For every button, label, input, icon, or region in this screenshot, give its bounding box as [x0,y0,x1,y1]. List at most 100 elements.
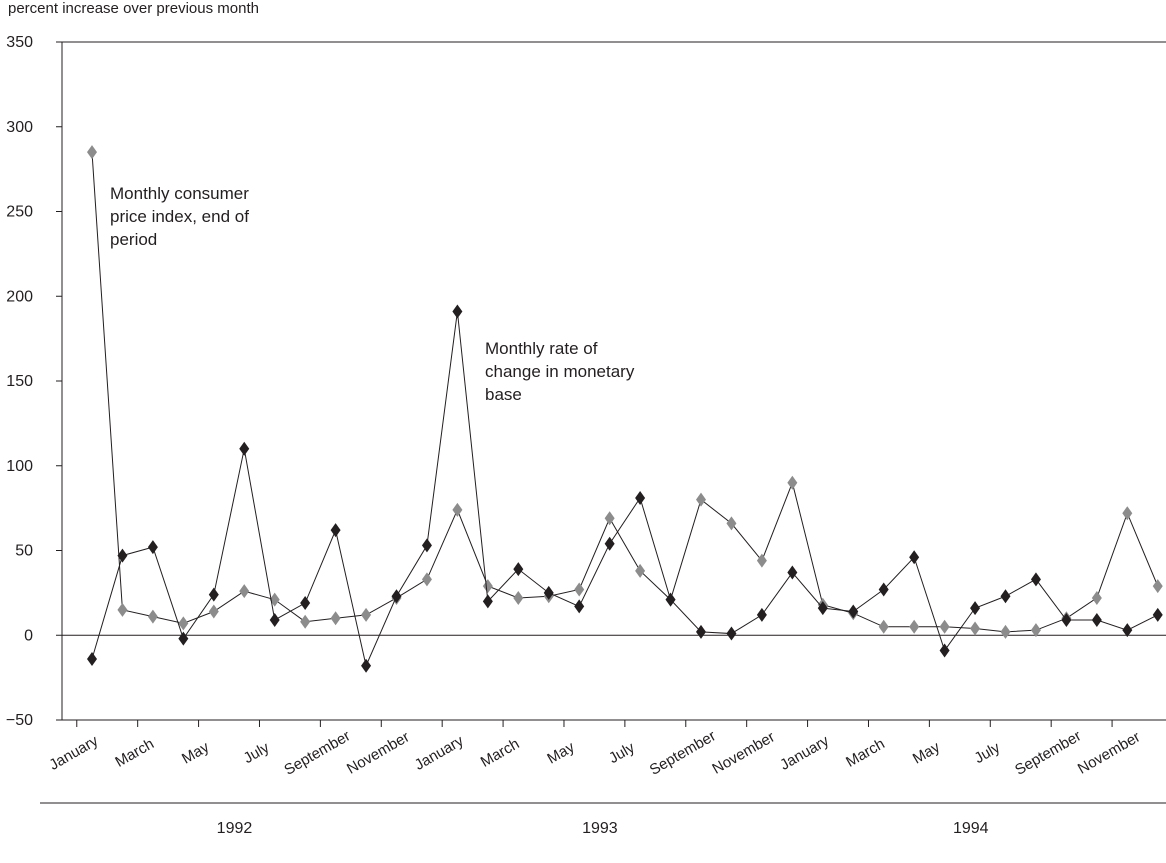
data-point [513,590,524,605]
x-tick-label: September [647,727,719,778]
data-point [1152,607,1163,622]
data-point [452,304,463,319]
year-label: 1992 [217,820,253,837]
x-tick-label: March [478,735,523,771]
data-point [696,624,706,639]
data-point [1152,579,1163,594]
annotation-text: price index, end of [110,207,249,226]
annotation-text: Monthly rate of [485,339,598,358]
data-point [939,643,950,658]
data-point [543,585,554,600]
x-tick-label: January [46,732,101,774]
x-tick-label: November [1075,728,1143,777]
annotation-text: base [485,385,522,404]
data-point [1091,612,1102,627]
data-point [970,621,981,636]
data-point [635,563,646,578]
x-tick-label: September [1012,727,1084,778]
data-point [1030,623,1041,638]
data-point [726,516,737,531]
y-tick-label: 150 [6,373,33,390]
y-tick-label: 100 [6,458,33,475]
data-point [1000,624,1011,639]
data-point [330,523,341,538]
x-tick-label: July [971,739,1003,767]
series-line [91,311,1158,668]
data-point [87,145,97,160]
data-point [361,658,372,673]
annotation-text: Monthly consumer [110,184,249,203]
data-point [909,550,920,565]
year-label: 1993 [582,820,618,837]
data-point [178,616,189,631]
x-tick-label: July [606,739,638,767]
data-point [482,579,493,594]
data-point [269,612,280,627]
data-point [300,614,311,629]
y-tick-label: 300 [6,119,33,136]
x-tick-label: November [709,728,777,777]
x-tick-label: September [281,727,353,778]
y-tick-label: 50 [15,543,33,560]
data-point [452,502,463,517]
data-point [239,584,250,599]
data-point [939,619,950,634]
data-point [1091,590,1102,605]
x-tick-label: March [112,735,157,771]
data-point [117,602,128,617]
data-point [147,609,158,624]
x-tick-label: November [344,728,412,777]
data-point [604,511,615,526]
x-tick-label: March [843,735,888,771]
data-point [208,587,219,602]
data-point [970,601,981,616]
x-tick-label: May [910,738,943,767]
y-tick-label: 200 [6,288,33,305]
data-point [696,492,706,507]
x-tick-label: January [412,732,467,774]
y-tick-label: −50 [6,712,33,729]
y-tick-label: 0 [24,627,33,644]
x-tick-label: July [241,739,273,767]
data-point [574,582,585,597]
data-point [817,601,828,616]
data-point [1000,589,1011,604]
data-point [756,553,767,568]
data-point [665,592,676,607]
data-point [300,596,311,611]
data-point [482,594,493,609]
data-point [178,631,189,646]
data-point [421,572,432,587]
data-point [878,582,889,597]
data-point [787,475,798,490]
data-point [848,604,859,619]
data-point [574,599,585,614]
data-point [330,611,341,626]
data-point [391,589,402,604]
y-tick-label: 350 [6,34,33,51]
data-point [726,626,737,641]
data-point [208,604,219,619]
data-point [87,651,97,666]
y-tick-label: 250 [6,204,33,221]
annotation-text: change in monetary [485,362,635,381]
x-tick-label: May [544,738,577,767]
data-point [787,565,798,580]
data-point [878,619,889,634]
data-point [361,607,372,622]
data-point [1061,612,1072,627]
data-point [635,490,646,505]
x-tick-label: January [777,732,832,774]
data-point [239,441,250,456]
x-tick-label: May [179,738,212,767]
annotation-text: period [110,230,157,249]
data-point [147,540,158,555]
y-axis-label: percent increase over previous month [8,0,259,17]
data-point [756,607,767,622]
data-point [1122,506,1133,521]
data-point [1122,623,1133,638]
data-point [117,548,128,563]
data-point [909,619,920,634]
year-label: 1994 [953,820,989,837]
